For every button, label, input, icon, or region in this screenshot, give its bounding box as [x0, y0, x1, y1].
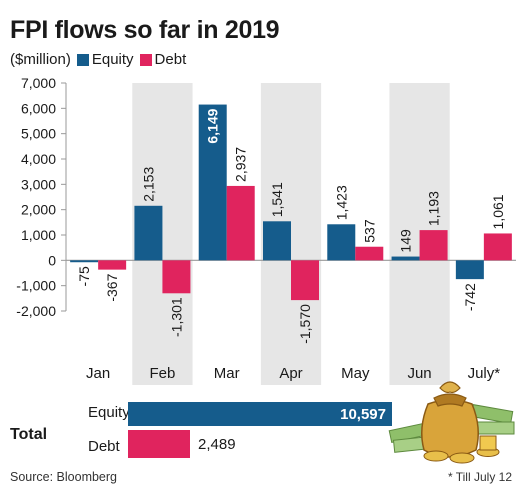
x-category-label: Jan — [86, 365, 110, 382]
y-tick-label: 3,000 — [21, 176, 56, 192]
legend-label-equity: Equity — [91, 51, 134, 68]
data-label-equity: 1,423 — [333, 185, 349, 220]
y-tick-label: 4,000 — [21, 151, 56, 167]
y-tick-label: 2,000 — [21, 202, 56, 218]
total-equity-bar — [128, 402, 392, 426]
bar-equity-july — [455, 260, 484, 280]
bar-equity-jan — [70, 260, 99, 263]
bar-debt-mar — [226, 185, 255, 261]
bar-debt-apr — [291, 260, 319, 301]
data-label-equity: 6,149 — [205, 108, 221, 143]
x-category-label: May — [341, 365, 370, 382]
x-category-label: Feb — [149, 365, 175, 382]
y-tick-label: -2,000 — [16, 303, 56, 319]
bar-debt-july — [483, 233, 512, 261]
x-category-label: July* — [468, 365, 501, 382]
bar-debt-may — [355, 246, 384, 261]
y-tick-label: 6,000 — [21, 100, 56, 116]
bar-equity-mar — [198, 104, 227, 261]
data-label-debt: 1,061 — [490, 194, 506, 229]
footnote: * Till July 12 — [447, 470, 512, 484]
total-debt-label: Debt — [88, 438, 120, 455]
data-label-equity: 2,153 — [140, 167, 156, 202]
bar-debt-jun — [419, 230, 448, 261]
total-equity-value: 10,597 — [340, 406, 386, 423]
bar-chart: 7,000 6,000 5,000 4,000 3,000 2,000 1,000 0 -1,0… — [16, 75, 516, 385]
money-bag-illustration — [388, 381, 515, 464]
total-equity-label: Equity — [88, 404, 130, 421]
total-debt-value: 2,489 — [198, 436, 236, 453]
bar-equity-jun — [391, 256, 420, 261]
chart-title: FPI flows so far in 2019 — [10, 16, 280, 44]
bar-debt-jan — [98, 260, 127, 270]
bar-debt-feb — [162, 260, 191, 294]
data-label-equity: 1,541 — [269, 182, 285, 217]
unit-label: ($million) — [10, 51, 71, 68]
bar-equity-may — [327, 224, 356, 261]
y-tick-label: -1,000 — [16, 278, 56, 294]
legend-swatch-debt — [139, 53, 152, 66]
legend: ($million) Equity Debt — [10, 51, 186, 68]
x-category-label: Mar — [214, 365, 240, 382]
data-label-equity: 149 — [398, 229, 414, 253]
data-label-equity: -742 — [462, 283, 478, 311]
bar-equity-apr — [263, 221, 291, 261]
y-tick-label: 7,000 — [21, 75, 56, 91]
bar-equity-feb — [134, 205, 163, 261]
data-label-equity: -75 — [76, 266, 92, 286]
data-label-debt: 1,193 — [426, 191, 442, 226]
data-label-debt: -1,570 — [297, 304, 313, 344]
source-note: Source: Bloomberg — [10, 470, 118, 484]
data-label-debt: -1,301 — [168, 297, 184, 337]
total-label: Total — [10, 426, 48, 443]
data-label-debt: 2,937 — [233, 147, 249, 182]
total-debt-bar — [128, 430, 190, 458]
data-label-debt: -367 — [104, 273, 120, 301]
legend-label-debt: Debt — [154, 51, 187, 68]
y-tick-label: 1,000 — [21, 227, 56, 243]
x-category-label: Apr — [279, 365, 302, 382]
legend-swatch-equity — [76, 53, 89, 66]
y-tick-label: 5,000 — [21, 126, 56, 142]
x-category-label: Jun — [407, 365, 431, 382]
data-label-debt: 537 — [361, 219, 377, 243]
y-tick-label: 0 — [48, 252, 56, 268]
